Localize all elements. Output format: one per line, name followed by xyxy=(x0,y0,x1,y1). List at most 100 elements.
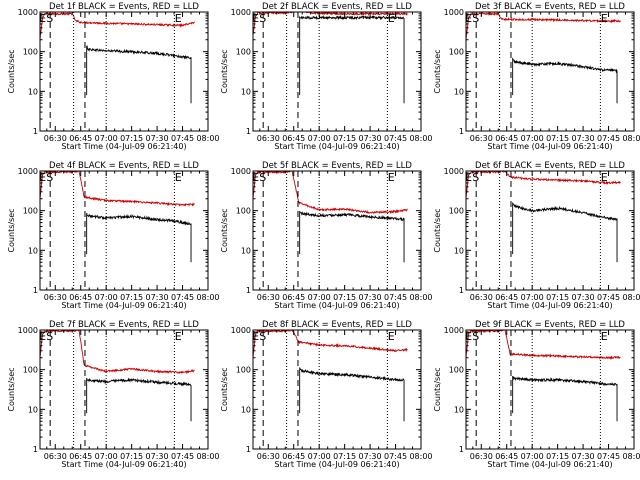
eclipse-end-marker: E xyxy=(39,171,46,184)
x-tick-label: 07:00 xyxy=(521,293,544,302)
lld-series-line xyxy=(466,12,621,40)
chart-title: Det 9f BLACK = Events, RED = LLD xyxy=(475,320,625,330)
x-tick-label: 07:30 xyxy=(359,452,382,461)
saa-start-marker: S xyxy=(472,171,479,184)
y-tick-label: 1 xyxy=(246,127,251,136)
chart-panel: Det 5f BLACK = Events, RED = LLD 1 10 100 10… xyxy=(220,161,433,310)
lld-series-line xyxy=(40,330,195,375)
eclipse-end-marker: E xyxy=(39,330,46,343)
y-tick-label: 100 xyxy=(449,366,464,375)
y-tick-label: 1 xyxy=(246,445,251,454)
x-tick-label: 07:15 xyxy=(546,134,569,143)
saa-start-marker: S xyxy=(259,171,266,184)
x-tick-label: 08:00 xyxy=(196,293,219,302)
x-tick-label: 07:00 xyxy=(95,293,118,302)
saa-start-marker: S xyxy=(259,330,266,343)
y-tick-label: 10 xyxy=(454,246,464,255)
saa-start-marker: S xyxy=(46,12,53,25)
x-tick-label: 07:45 xyxy=(597,134,620,143)
x-tick-label: 06:30 xyxy=(470,452,493,461)
y-tick-label: 10 xyxy=(454,405,464,414)
x-tick-label: 08:00 xyxy=(622,452,640,461)
y-tick-label: 1 xyxy=(33,127,38,136)
eclipse-start-marker: E xyxy=(388,330,395,343)
chart-title: Det 4f BLACK = Events, RED = LLD xyxy=(49,161,199,171)
lld-series-line xyxy=(40,171,195,207)
eclipse-end-marker: E xyxy=(252,330,259,343)
chart-panel: Det 4f BLACK = Events, RED = LLD 1 10 100 10… xyxy=(7,161,220,310)
y-tick-label: 1 xyxy=(33,445,38,454)
y-axis-title: Counts/sec xyxy=(220,367,229,411)
x-tick-label: 06:45 xyxy=(495,134,518,143)
eclipse-start-marker: E xyxy=(601,330,608,343)
chart-title: Det 5f BLACK = Events, RED = LLD xyxy=(262,161,412,171)
x-tick-label: 06:45 xyxy=(495,452,518,461)
x-tick-label: 07:30 xyxy=(359,293,382,302)
y-tick-label: 100 xyxy=(236,207,251,216)
y-tick-label: 10 xyxy=(454,87,464,96)
events-series-line xyxy=(299,14,405,104)
y-tick-label: 1000 xyxy=(18,167,38,176)
x-tick-label: 07:45 xyxy=(171,134,194,143)
x-tick-label: 08:00 xyxy=(409,293,432,302)
x-tick-label: 06:30 xyxy=(44,134,67,143)
x-tick-label: 07:15 xyxy=(333,134,356,143)
x-tick-label: 07:00 xyxy=(308,293,331,302)
y-tick-label: 1 xyxy=(459,286,464,295)
y-axis-title: Counts/sec xyxy=(220,208,229,252)
plot-frame xyxy=(252,11,422,132)
x-tick-label: 07:30 xyxy=(146,452,169,461)
x-axis-title: Start Time (04-Jul-09 06:21:40) xyxy=(274,460,399,469)
x-tick-label: 07:45 xyxy=(384,134,407,143)
y-axis-title: Counts/sec xyxy=(433,367,442,411)
x-tick-label: 07:15 xyxy=(120,293,143,302)
x-tick-label: 07:45 xyxy=(597,293,620,302)
y-tick-label: 1000 xyxy=(444,167,464,176)
x-axis-title: Start Time (04-Jul-09 06:21:40) xyxy=(487,460,612,469)
lld-series-line xyxy=(40,12,195,40)
chart-panel: Det 7f BLACK = Events, RED = LLD 1 10 100 10… xyxy=(7,320,220,469)
x-tick-label: 07:15 xyxy=(333,452,356,461)
events-series-line xyxy=(86,212,192,263)
chart-title: Det 6f BLACK = Events, RED = LLD xyxy=(475,161,625,171)
x-tick-label: 06:45 xyxy=(282,452,305,461)
y-tick-label: 1 xyxy=(459,127,464,136)
y-tick-label: 1000 xyxy=(231,326,251,335)
x-tick-label: 06:30 xyxy=(470,293,493,302)
eclipse-start-marker: E xyxy=(388,12,395,25)
chart-title: Det 3f BLACK = Events, RED = LLD xyxy=(475,2,625,12)
x-tick-label: 06:45 xyxy=(69,293,92,302)
x-axis-title: Start Time (04-Jul-09 06:21:40) xyxy=(274,142,399,151)
plot-frame xyxy=(465,11,635,132)
x-tick-label: 07:00 xyxy=(95,134,118,143)
eclipse-end-marker: E xyxy=(252,12,259,25)
eclipse-end-marker: E xyxy=(39,12,46,25)
lld-series-line xyxy=(253,12,408,36)
eclipse-end-marker: E xyxy=(465,171,472,184)
y-tick-label: 10 xyxy=(28,87,38,96)
x-tick-label: 08:00 xyxy=(409,452,432,461)
y-tick-label: 10 xyxy=(241,246,251,255)
chart-panel: Det 8f BLACK = Events, RED = LLD 1 10 100 10… xyxy=(220,320,433,469)
y-tick-label: 100 xyxy=(449,207,464,216)
y-tick-label: 100 xyxy=(23,48,38,57)
x-tick-label: 06:30 xyxy=(257,134,280,143)
events-series-line xyxy=(299,210,405,263)
x-tick-label: 07:30 xyxy=(146,293,169,302)
y-tick-label: 100 xyxy=(23,366,38,375)
x-tick-label: 07:00 xyxy=(95,452,118,461)
events-series-line xyxy=(512,202,618,263)
chart-panel: Det 6f BLACK = Events, RED = LLD 1 10 100 10… xyxy=(433,161,640,310)
y-tick-label: 1000 xyxy=(444,8,464,17)
x-axis-title: Start Time (04-Jul-09 06:21:40) xyxy=(61,301,186,310)
saa-start-marker: S xyxy=(472,330,479,343)
x-axis-title: Start Time (04-Jul-09 06:21:40) xyxy=(61,142,186,151)
y-axis-title: Counts/sec xyxy=(7,208,16,252)
saa-start-marker: S xyxy=(259,12,266,25)
eclipse-start-marker: E xyxy=(601,12,608,25)
x-tick-label: 06:45 xyxy=(282,293,305,302)
eclipse-end-marker: E xyxy=(465,12,472,25)
x-tick-label: 07:45 xyxy=(171,293,194,302)
chart-panel: Det 2f BLACK = Events, RED = LLD 1 10 100 10… xyxy=(220,2,433,151)
y-tick-label: 100 xyxy=(449,48,464,57)
